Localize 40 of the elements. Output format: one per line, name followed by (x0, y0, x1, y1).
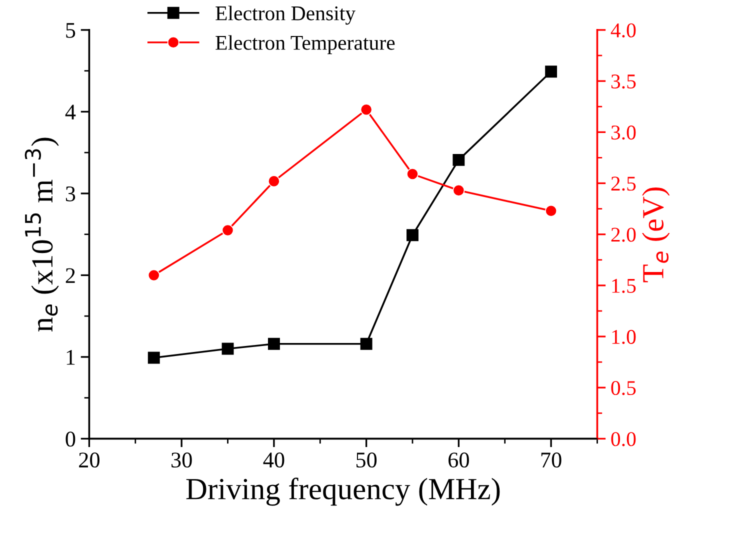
y-tick-label: 0 (66, 432, 76, 447)
point (360, 338, 372, 350)
y-tick-label: 1 (66, 350, 75, 365)
y2-tick-label: 1.5 (612, 278, 636, 293)
point (406, 168, 418, 180)
point (148, 269, 160, 282)
point (545, 66, 558, 78)
point (222, 342, 234, 355)
y2-tick-label: 1.0 (612, 330, 636, 344)
x-tick-label: 50 (356, 452, 377, 468)
point (406, 229, 418, 242)
x-tick-label: 30 (172, 452, 192, 468)
y2-tick-label: 2.5 (611, 176, 636, 191)
y-tick-label: 3 (66, 186, 76, 202)
legend-label: Electron Temperature (216, 35, 395, 54)
point (268, 175, 280, 188)
point (222, 224, 234, 236)
point (545, 204, 558, 217)
x-tick-label: 70 (541, 452, 562, 468)
x-tick-label: 40 (263, 452, 284, 468)
y2-tick-label: 4.0 (610, 23, 636, 38)
y2-tick-label: 3.5 (611, 74, 636, 89)
y2-tick-label: 0.0 (611, 432, 636, 446)
y-tick-label: 5 (66, 23, 76, 38)
y2-tick-label: 2.0 (611, 228, 636, 242)
x-tick-label: 60 (448, 452, 469, 468)
point (148, 352, 160, 364)
y2-axis-title: T$_{e}$ (eV) (642, 188, 670, 282)
point (452, 184, 465, 196)
x-axis-title: Driving frequency (MHz) (186, 478, 500, 506)
y-tick-label: 2 (66, 268, 75, 283)
y-axis-title: n$_{e}$ (x10$^{15}$ m$^{−3}$) (24, 138, 59, 332)
y2-tick-label: 0.5 (611, 380, 636, 396)
point (268, 338, 280, 350)
point (452, 154, 465, 166)
y-tick-label: 4 (65, 104, 76, 120)
point (360, 104, 372, 116)
x-tick-label: 20 (79, 452, 100, 468)
legend-label: Electron Density (216, 6, 356, 25)
y2-tick-label: 3.0 (611, 126, 636, 140)
